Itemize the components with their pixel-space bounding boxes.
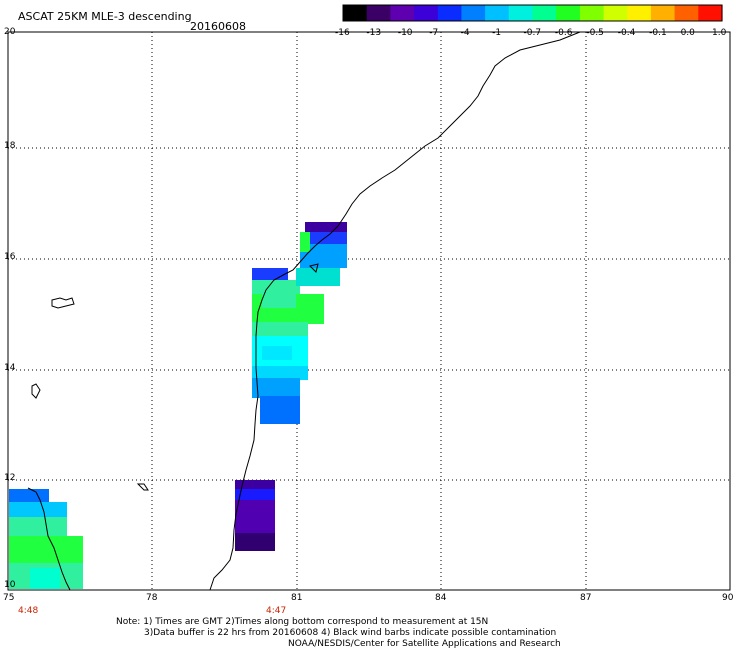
map-date: 20160608	[190, 20, 246, 33]
colorbar-swatch	[627, 5, 652, 21]
colorbar	[342, 4, 723, 22]
lat-label-10: 10	[4, 580, 16, 590]
colorbar-swatch	[485, 5, 510, 21]
colorbar-tick-label: -0.4	[617, 28, 636, 38]
colorbar-swatch	[414, 5, 439, 21]
colorbar-swatch	[579, 5, 605, 21]
colorbar-swatch	[674, 5, 699, 21]
lon-gridlines	[151, 32, 587, 590]
time-label-west: 4:48	[18, 606, 39, 616]
colorbar-tick-label: -4	[460, 28, 470, 38]
wind-data-swath-north	[252, 222, 347, 424]
note-line-1: Note: 1) Times are GMT 2)Times along bot…	[116, 617, 489, 627]
colorbar-swatch	[343, 5, 368, 21]
lon-label-84: 84	[435, 593, 447, 603]
lon-label-78: 78	[146, 593, 158, 603]
colorbar-tick-label: 1.0	[712, 28, 727, 38]
colorbar-frame	[342, 4, 723, 22]
colorbar-tick-label: -0.7	[523, 28, 542, 38]
lat-label-12: 12	[4, 473, 16, 483]
colorbar-tick-label: -13	[366, 28, 382, 38]
colorbar-swatch	[650, 5, 676, 21]
note-line-2: 3)Data buffer is 22 hrs from 20160608 4)…	[144, 628, 557, 638]
colorbar-swatch	[366, 5, 391, 21]
lon-label-75: 75	[3, 593, 15, 603]
colorbar-swatch	[508, 5, 534, 21]
coastline	[27, 31, 581, 591]
colorbar-tick-label: 0.0	[680, 28, 695, 38]
map-title: ASCAT 25KM MLE-3 descending	[18, 10, 192, 23]
wind-data-swath-center	[235, 480, 275, 551]
lat-gridlines	[8, 147, 730, 481]
colorbar-swatch	[461, 5, 486, 21]
lon-label-81: 81	[291, 593, 303, 603]
colorbar-swatch	[390, 5, 415, 21]
time-label-center: 4:47	[266, 606, 287, 616]
colorbar-tick-label: -0.6	[554, 28, 573, 38]
lon-label-87: 87	[580, 593, 592, 603]
colorbar-tick-label: -0.5	[586, 28, 604, 38]
colorbar-swatch	[556, 5, 581, 21]
lat-label-14: 14	[4, 363, 16, 373]
wind-data-swath-southwest	[9, 489, 83, 589]
note-line-3: NOAA/NESDIS/Center for Satellite Applica…	[288, 639, 561, 649]
lat-label-20: 20	[4, 27, 16, 37]
colorbar-tick-label: -7	[429, 28, 439, 38]
colorbar-tick-label: -10	[397, 28, 413, 38]
colorbar-tick-label: -16	[335, 28, 350, 38]
colorbar-swatch	[532, 5, 557, 21]
lon-label-90: 90	[722, 593, 734, 603]
colorbar-tick-label: -1	[492, 28, 502, 38]
colorbar-swatch	[437, 5, 463, 21]
lat-label-18: 18	[4, 141, 16, 151]
colorbar-swatch	[603, 5, 628, 21]
colorbar-tick-label: -0.1	[649, 28, 667, 38]
lat-label-16: 16	[4, 252, 16, 262]
colorbar-swatch	[698, 5, 723, 21]
map-frame	[7, 31, 731, 591]
